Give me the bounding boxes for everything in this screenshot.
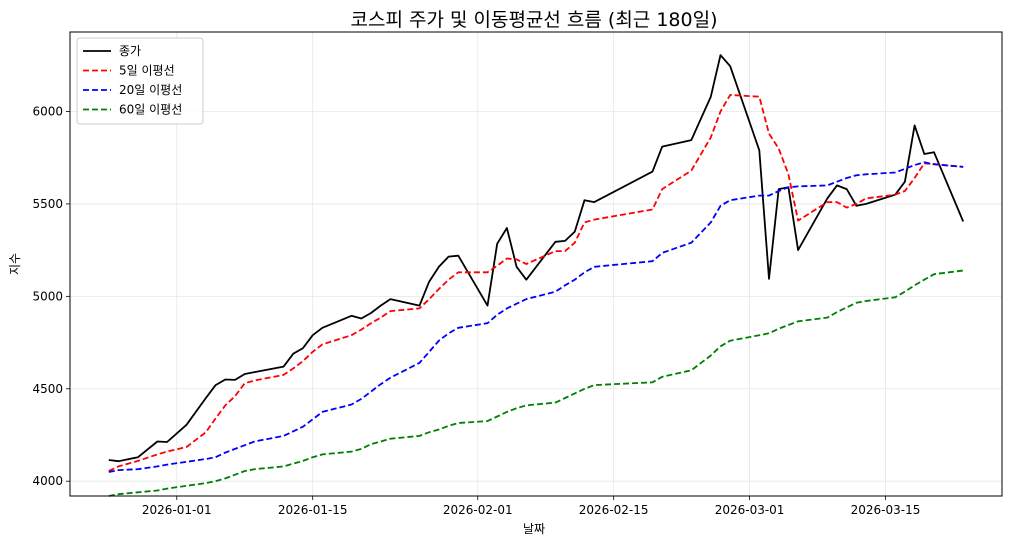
x-tick-label: 2026-01-01: [142, 503, 212, 517]
x-axis-label: 날짜: [523, 522, 545, 536]
y-tick-label: 4500: [32, 382, 63, 396]
series-line-3: [108, 269, 964, 497]
x-tick-label: 2026-03-15: [851, 503, 921, 517]
series-line-1: [108, 94, 964, 472]
series-line-0: [108, 54, 965, 463]
x-tick-label: 2026-01-15: [278, 503, 348, 517]
series-lines: [108, 54, 965, 497]
y-tick-label: 6000: [32, 104, 63, 118]
legend-label: 60일 이평선: [119, 103, 182, 117]
y-axis: 4000 4500 5000 5500 6000: [32, 104, 70, 488]
legend-label: 20일 이평선: [119, 83, 182, 97]
legend-label: 5일 이평선: [119, 64, 175, 78]
y-tick-label: 5500: [32, 197, 63, 211]
x-tick-label: 2026-02-15: [579, 503, 649, 517]
grid: [70, 32, 1002, 496]
y-axis-label: 지수: [8, 253, 22, 275]
legend-label: 종가: [119, 44, 141, 58]
series-line-2: [108, 161, 964, 473]
x-axis: 2026-01-01 2026-01-15 2026-02-01 2026-02-15…: [142, 496, 920, 517]
legend-box: [76, 37, 204, 125]
x-tick-label: 2026-02-01: [443, 503, 513, 517]
legend: 종가 5일 이평선 20일 이평선 60일 이평선: [76, 37, 204, 125]
chart-title: 코스피 주가 및 이동평균선 흐름 (최근 180일): [350, 9, 717, 31]
x-tick-label: 2026-03-01: [715, 503, 785, 517]
plot-frame: [69, 31, 1003, 497]
y-tick-label: 5000: [32, 289, 63, 303]
y-tick-label: 4000: [32, 474, 63, 488]
